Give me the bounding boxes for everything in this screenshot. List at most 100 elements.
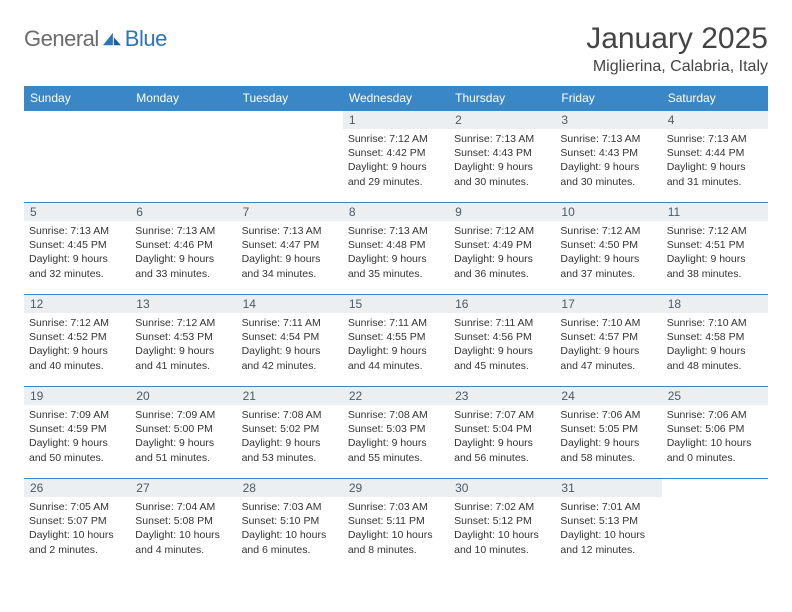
day-detail: Sunrise: 7:12 AMSunset: 4:52 PMDaylight:… <box>24 313 130 375</box>
day-box <box>24 110 130 202</box>
calendar-cell: 5 Sunrise: 7:13 AMSunset: 4:45 PMDaylight… <box>24 202 130 294</box>
sunrise-text: Sunrise: 7:02 AM <box>454 500 550 514</box>
day-number: 15 <box>343 295 449 313</box>
sunrise-text: Sunrise: 7:11 AM <box>454 316 550 330</box>
sunrise-text: Sunrise: 7:09 AM <box>29 408 125 422</box>
calendar-cell: 9Sunrise: 7:12 AMSunset: 4:49 PMDaylight… <box>449 202 555 294</box>
day-detail: Sunrise: 7:10 AMSunset: 4:57 PMDaylight:… <box>555 313 661 375</box>
daylight-text: Daylight: 10 hours and 4 minutes. <box>135 528 231 556</box>
page-title: January 2025 <box>586 22 768 56</box>
sunset-text: Sunset: 5:08 PM <box>135 514 231 528</box>
day-detail: Sunrise: 7:06 AMSunset: 5:06 PMDaylight:… <box>662 405 768 467</box>
day-detail: Sunrise: 7:12 AMSunset: 4:42 PMDaylight:… <box>343 129 449 191</box>
daylight-text: Daylight: 9 hours and 33 minutes. <box>135 252 231 280</box>
weekday-header: Tuesday <box>237 86 343 110</box>
sunset-text: Sunset: 4:45 PM <box>29 238 125 252</box>
sunrise-text: Sunrise: 7:13 AM <box>454 132 550 146</box>
weekday-header: Thursday <box>449 86 555 110</box>
day-box: 22Sunrise: 7:08 AMSunset: 5:03 PMDayligh… <box>343 386 449 478</box>
day-box: 31Sunrise: 7:01 AMSunset: 5:13 PMDayligh… <box>555 478 661 570</box>
calendar-cell: 24Sunrise: 7:06 AMSunset: 5:05 PMDayligh… <box>555 386 661 478</box>
calendar-cell: 6Sunrise: 7:13 AMSunset: 4:46 PMDaylight… <box>130 202 236 294</box>
calendar-cell: 28Sunrise: 7:03 AMSunset: 5:10 PMDayligh… <box>237 478 343 570</box>
daylight-text: Daylight: 9 hours and 44 minutes. <box>348 344 444 372</box>
calendar-cell: 12Sunrise: 7:12 AMSunset: 4:52 PMDayligh… <box>24 294 130 386</box>
calendar-cell: 18Sunrise: 7:10 AMSunset: 4:58 PMDayligh… <box>662 294 768 386</box>
day-number: 14 <box>237 295 343 313</box>
daylight-text: Daylight: 9 hours and 50 minutes. <box>29 436 125 464</box>
title-block: January 2025 Miglierina, Calabria, Italy <box>586 22 768 76</box>
day-number: 21 <box>237 387 343 405</box>
day-box: 24Sunrise: 7:06 AMSunset: 5:05 PMDayligh… <box>555 386 661 478</box>
day-box <box>662 478 768 570</box>
day-box: 5 Sunrise: 7:13 AMSunset: 4:45 PMDaylight… <box>24 202 130 294</box>
calendar-cell: 16Sunrise: 7:11 AMSunset: 4:56 PMDayligh… <box>449 294 555 386</box>
calendar-cell: 27 Sunrise: 7:04 AMSunset: 5:08 PMDayligh… <box>130 478 236 570</box>
daylight-text: Daylight: 9 hours and 38 minutes. <box>667 252 763 280</box>
sunset-text: Sunset: 5:04 PM <box>454 422 550 436</box>
calendar-cell: 1Sunrise: 7:12 AMSunset: 4:42 PMDaylight… <box>343 110 449 202</box>
sunset-text: Sunset: 4:52 PM <box>29 330 125 344</box>
brand-word2: Blue <box>125 26 167 52</box>
day-detail: Sunrise: 7:12 AMSunset: 4:51 PMDaylight:… <box>662 221 768 283</box>
daylight-text: Daylight: 9 hours and 32 minutes. <box>29 252 125 280</box>
daylight-text: Daylight: 10 hours and 10 minutes. <box>454 528 550 556</box>
sunrise-text: Sunrise: 7:04 AM <box>135 500 231 514</box>
day-detail: Sunrise: 7:09 AMSunset: 4:59 PMDaylight:… <box>24 405 130 467</box>
day-box <box>130 110 236 202</box>
day-number: 23 <box>449 387 555 405</box>
calendar-cell <box>237 110 343 202</box>
day-box: 2Sunrise: 7:13 AMSunset: 4:43 PMDaylight… <box>449 110 555 202</box>
calendar-cell: 19Sunrise: 7:09 AMSunset: 4:59 PMDayligh… <box>24 386 130 478</box>
calendar-cell <box>24 110 130 202</box>
sunset-text: Sunset: 5:03 PM <box>348 422 444 436</box>
day-number: 17 <box>555 295 661 313</box>
day-box: 20Sunrise: 7:09 AMSunset: 5:00 PMDayligh… <box>130 386 236 478</box>
header: General Blue January 2025 Miglierina, Ca… <box>24 22 768 76</box>
day-number: 30 <box>449 479 555 497</box>
weekday-header-row: Sunday Monday Tuesday Wednesday Thursday… <box>24 86 768 110</box>
sunrise-text: Sunrise: 7:06 AM <box>667 408 763 422</box>
page-subtitle: Miglierina, Calabria, Italy <box>586 58 768 76</box>
daylight-text: Daylight: 9 hours and 51 minutes. <box>135 436 231 464</box>
day-detail: Sunrise: 7:08 AMSunset: 5:02 PMDaylight:… <box>237 405 343 467</box>
sunrise-text: Sunrise: 7:03 AM <box>242 500 338 514</box>
calendar-cell: 2Sunrise: 7:13 AMSunset: 4:43 PMDaylight… <box>449 110 555 202</box>
day-number: 18 <box>662 295 768 313</box>
sunset-text: Sunset: 4:57 PM <box>560 330 656 344</box>
day-detail: Sunrise: 7:11 AMSunset: 4:54 PMDaylight:… <box>237 313 343 375</box>
day-number: 27 <box>130 479 236 497</box>
day-number: 13 <box>130 295 236 313</box>
sunset-text: Sunset: 5:05 PM <box>560 422 656 436</box>
day-box: 9Sunrise: 7:12 AMSunset: 4:49 PMDaylight… <box>449 202 555 294</box>
calendar-table: Sunday Monday Tuesday Wednesday Thursday… <box>24 86 768 570</box>
sunset-text: Sunset: 4:48 PM <box>348 238 444 252</box>
sunrise-text: Sunrise: 7:13 AM <box>135 224 231 238</box>
day-number: 3 <box>555 111 661 129</box>
sunrise-text: Sunrise: 7:09 AM <box>135 408 231 422</box>
day-number: 5 <box>24 203 130 221</box>
day-box: 30Sunrise: 7:02 AMSunset: 5:12 PMDayligh… <box>449 478 555 570</box>
day-box: 7Sunrise: 7:13 AMSunset: 4:47 PMDaylight… <box>237 202 343 294</box>
sunrise-text: Sunrise: 7:13 AM <box>29 224 125 238</box>
day-box: 3Sunrise: 7:13 AMSunset: 4:43 PMDaylight… <box>555 110 661 202</box>
sunrise-text: Sunrise: 7:12 AM <box>348 132 444 146</box>
calendar-cell: 4Sunrise: 7:13 AMSunset: 4:44 PMDaylight… <box>662 110 768 202</box>
sunrise-text: Sunrise: 7:03 AM <box>348 500 444 514</box>
sunset-text: Sunset: 5:13 PM <box>560 514 656 528</box>
sunrise-text: Sunrise: 7:06 AM <box>560 408 656 422</box>
day-detail: Sunrise: 7:11 AMSunset: 4:55 PMDaylight:… <box>343 313 449 375</box>
daylight-text: Daylight: 9 hours and 53 minutes. <box>242 436 338 464</box>
day-number: 8 <box>343 203 449 221</box>
calendar-cell: 7Sunrise: 7:13 AMSunset: 4:47 PMDaylight… <box>237 202 343 294</box>
day-box: 19Sunrise: 7:09 AMSunset: 4:59 PMDayligh… <box>24 386 130 478</box>
daylight-text: Daylight: 9 hours and 36 minutes. <box>454 252 550 280</box>
day-detail: Sunrise: 7:12 AMSunset: 4:50 PMDaylight:… <box>555 221 661 283</box>
day-detail: Sunrise: 7:13 AMSunset: 4:46 PMDaylight:… <box>130 221 236 283</box>
daylight-text: Daylight: 9 hours and 29 minutes. <box>348 160 444 188</box>
daylight-text: Daylight: 9 hours and 41 minutes. <box>135 344 231 372</box>
daylight-text: Daylight: 9 hours and 42 minutes. <box>242 344 338 372</box>
calendar-cell: 13Sunrise: 7:12 AMSunset: 4:53 PMDayligh… <box>130 294 236 386</box>
day-box: 13Sunrise: 7:12 AMSunset: 4:53 PMDayligh… <box>130 294 236 386</box>
sunrise-text: Sunrise: 7:13 AM <box>242 224 338 238</box>
